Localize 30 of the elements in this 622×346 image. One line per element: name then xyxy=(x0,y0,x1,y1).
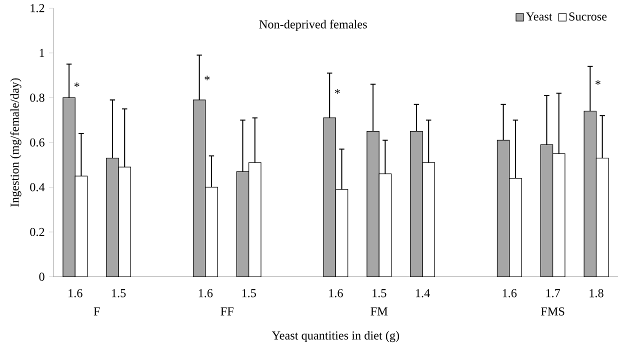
x-tick-label: 1.6 xyxy=(329,289,343,298)
x-tick-label: 1.7 xyxy=(546,289,560,298)
y-axis-title: Ingestion (mg/female/day) xyxy=(10,78,22,207)
y-tick-label: 0.8 xyxy=(30,94,44,102)
text: F xyxy=(94,307,100,316)
text: FF xyxy=(220,307,234,316)
x-axis-title: Yeast quantities in diet (g) xyxy=(272,330,400,342)
annotation: * xyxy=(596,80,600,85)
x-tick-label: 1.5 xyxy=(242,289,256,298)
x-tick-label: 1.6 xyxy=(198,289,213,298)
text: FMS xyxy=(540,307,564,316)
x-tick-label: 1.5 xyxy=(112,289,126,298)
x-tick-label: 1.5 xyxy=(372,289,386,298)
x-tick-label: 1.8 xyxy=(590,289,604,298)
x-tick-label: 1.4 xyxy=(416,289,430,298)
y-tick-label: 0 xyxy=(39,272,44,281)
text: Non-deprived females xyxy=(259,20,367,31)
y-tick-label: 0.6 xyxy=(30,138,44,147)
x-tick-label: 1.6 xyxy=(502,289,517,298)
y-tick-label: 1 xyxy=(40,48,44,57)
y-tick-label: 0.2 xyxy=(30,228,44,236)
text: FM xyxy=(370,307,388,316)
annotation: * xyxy=(74,82,80,87)
legend-label: Sucrose xyxy=(569,12,607,21)
x-tick-label: 1.6 xyxy=(68,289,82,298)
y-tick-label: 0.4 xyxy=(30,183,45,192)
annotation: * xyxy=(334,89,340,94)
annotation: * xyxy=(204,76,210,80)
legend-label: Yeast xyxy=(526,12,552,20)
y-tick-label: 1.2 xyxy=(30,4,44,12)
